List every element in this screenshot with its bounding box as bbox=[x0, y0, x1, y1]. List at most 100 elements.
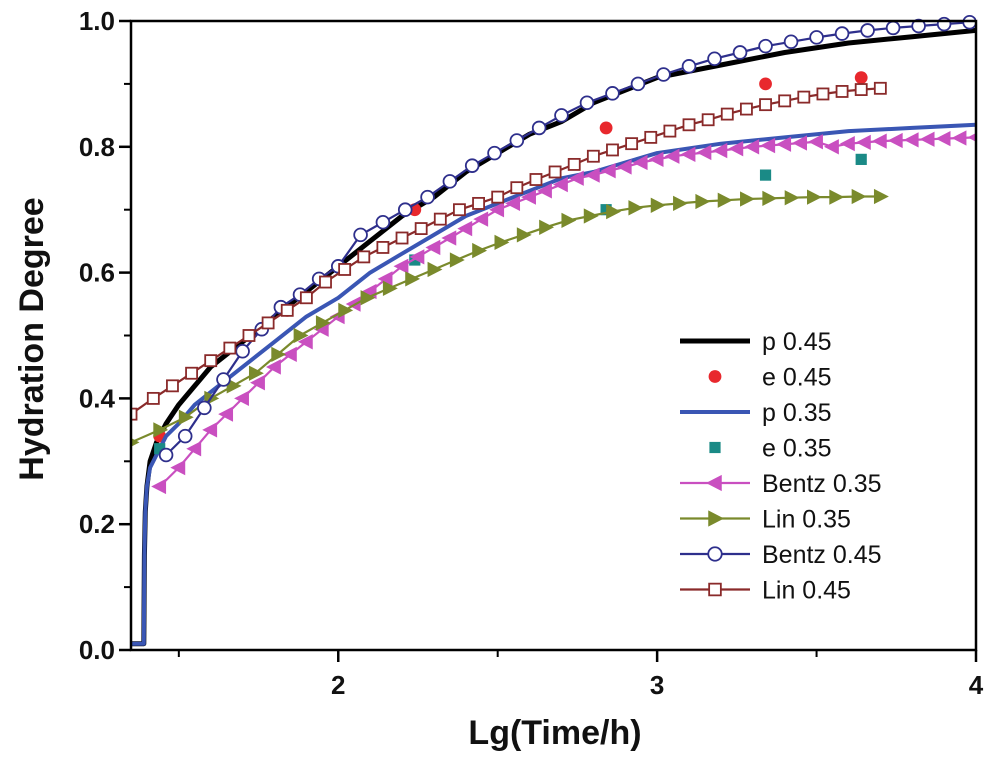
data-point-bentz-0-35 bbox=[600, 163, 616, 179]
data-point-lin-0-45 bbox=[261, 316, 275, 330]
data-point-bentz-0-45 bbox=[216, 372, 231, 387]
data-point-bentz-0-45 bbox=[834, 26, 850, 41]
data-point-bentz-0-35 bbox=[919, 131, 935, 147]
data-point-bentz-0-35 bbox=[935, 130, 951, 147]
data-point-lin-0-35 bbox=[449, 252, 465, 268]
data-point-lin-0-35 bbox=[226, 378, 242, 394]
series-lin-0-45 bbox=[131, 81, 887, 421]
series-line-lin-0-45 bbox=[131, 87, 881, 415]
legend-item-bentz-0-45: Bentz 0.45 bbox=[680, 541, 882, 569]
data-point-bentz-0-35 bbox=[151, 478, 167, 495]
data-point-e-0-35 bbox=[600, 204, 612, 216]
axes-layer: 2 3 4 0.0 0.2 0.4 0.6 0.8 1.0 bbox=[79, 6, 984, 700]
data-point-bentz-0-35 bbox=[616, 159, 632, 175]
data-point-lin-0-45 bbox=[720, 107, 734, 121]
data-point-bentz-0-35 bbox=[505, 195, 521, 212]
series-bentz-0-35 bbox=[151, 130, 976, 495]
legend-swatch-marker bbox=[709, 441, 721, 454]
data-point-bentz-0-45 bbox=[911, 18, 926, 34]
data-point-lin-0-35 bbox=[516, 227, 532, 243]
data-point-lin-0-35 bbox=[382, 280, 398, 296]
data-point-bentz-0-35 bbox=[680, 146, 696, 162]
data-point-lin-0-45 bbox=[453, 203, 466, 217]
x-tick-label: 4 bbox=[969, 670, 984, 700]
data-point-lin-0-45 bbox=[854, 83, 868, 96]
legend-swatch-marker bbox=[708, 370, 722, 383]
data-point-bentz-0-35 bbox=[409, 249, 425, 265]
legend-item-p-0-35: p 0.35 bbox=[680, 399, 832, 427]
data-point-lin-0-45 bbox=[166, 379, 179, 393]
data-point-lin-0-45 bbox=[682, 118, 696, 132]
data-point-bentz-0-35 bbox=[441, 230, 457, 246]
data-point-bentz-0-35 bbox=[234, 390, 249, 407]
x-axis-title: Lg(Time/h) bbox=[468, 714, 641, 752]
data-point-lin-0-45 bbox=[357, 250, 371, 264]
data-point-lin-0-45 bbox=[873, 81, 887, 95]
y-tick-label: 0.6 bbox=[79, 258, 115, 288]
data-point-bentz-0-35 bbox=[808, 134, 823, 150]
data-point-bentz-0-45 bbox=[375, 215, 391, 230]
data-point-bentz-0-35 bbox=[250, 375, 265, 391]
data-point-lin-0-45 bbox=[797, 90, 811, 104]
data-point-bentz-0-45 bbox=[531, 120, 547, 136]
data-point-bentz-0-35 bbox=[584, 167, 600, 183]
data-point-bentz-0-35 bbox=[521, 189, 536, 205]
data-point-lin-0-45 bbox=[146, 391, 160, 405]
legend-label: Bentz 0.45 bbox=[762, 541, 882, 569]
data-point-bentz-0-45 bbox=[487, 145, 502, 161]
x-tick-label: 2 bbox=[331, 670, 345, 700]
legend-swatch-marker bbox=[708, 582, 722, 597]
data-point-lin-0-35 bbox=[606, 203, 621, 220]
plot-area bbox=[131, 14, 976, 647]
data-point-bentz-0-45 bbox=[442, 174, 458, 189]
data-point-bentz-0-35 bbox=[568, 170, 584, 186]
data-point-bentz-0-45 bbox=[177, 428, 193, 444]
legend-item-bentz-0-35: Bentz 0.35 bbox=[680, 470, 882, 498]
data-point-lin-0-45 bbox=[280, 303, 294, 317]
data-point-lin-0-35 bbox=[539, 219, 555, 235]
data-point-lin-0-45 bbox=[606, 143, 619, 157]
data-point-lin-0-45 bbox=[376, 241, 390, 254]
data-point-bentz-0-35 bbox=[489, 202, 505, 218]
data-point-lin-0-45 bbox=[395, 231, 409, 245]
data-point-lin-0-35 bbox=[583, 208, 599, 224]
data-point-lin-0-45 bbox=[204, 354, 218, 368]
data-point-bentz-0-35 bbox=[345, 296, 361, 312]
data-point-bentz-0-35 bbox=[297, 334, 313, 350]
data-point-bentz-0-45 bbox=[464, 158, 480, 173]
data-point-bentz-0-45 bbox=[353, 227, 368, 243]
data-point-lin-0-45 bbox=[759, 98, 772, 112]
data-point-bentz-0-35 bbox=[473, 211, 489, 227]
data-point-bentz-0-35 bbox=[632, 154, 648, 171]
data-point-lin-0-45 bbox=[739, 102, 753, 116]
data-point-bentz-0-35 bbox=[824, 139, 839, 155]
legend-label: e 0.35 bbox=[762, 435, 832, 463]
legend-label: p 0.35 bbox=[762, 399, 832, 427]
y-tick-label: 0.0 bbox=[79, 635, 115, 665]
data-point-bentz-0-45 bbox=[681, 59, 697, 74]
data-point-lin-0-45 bbox=[835, 85, 849, 98]
data-point-lin-0-35 bbox=[153, 422, 169, 438]
data-point-lin-0-45 bbox=[644, 130, 658, 144]
data-point-bentz-0-45 bbox=[707, 51, 722, 67]
legend-item-lin-0-45: Lin 0.45 bbox=[680, 577, 851, 605]
data-point-bentz-0-45 bbox=[860, 23, 875, 38]
data-point-bentz-0-35 bbox=[728, 141, 744, 157]
data-point-bentz-0-45 bbox=[397, 202, 413, 217]
data-point-lin-0-45 bbox=[625, 137, 639, 151]
data-point-bentz-0-35 bbox=[552, 176, 568, 193]
data-point-lin-0-35 bbox=[807, 189, 822, 205]
legend-label: Bentz 0.35 bbox=[762, 470, 882, 498]
data-point-e-0-35 bbox=[154, 443, 166, 455]
y-tick-label: 0.8 bbox=[79, 132, 115, 162]
data-point-lin-0-35 bbox=[472, 242, 488, 259]
data-point-lin-0-35 bbox=[248, 365, 264, 381]
data-point-lin-0-35 bbox=[717, 192, 733, 208]
data-point-bentz-0-45 bbox=[732, 45, 748, 60]
data-point-bentz-0-45 bbox=[579, 95, 595, 111]
data-point-e-0-45 bbox=[854, 71, 868, 85]
data-point-bentz-0-45 bbox=[885, 20, 901, 36]
legend-item-e-0-45: e 0.45 bbox=[708, 364, 832, 392]
data-point-lin-0-45 bbox=[701, 113, 715, 127]
